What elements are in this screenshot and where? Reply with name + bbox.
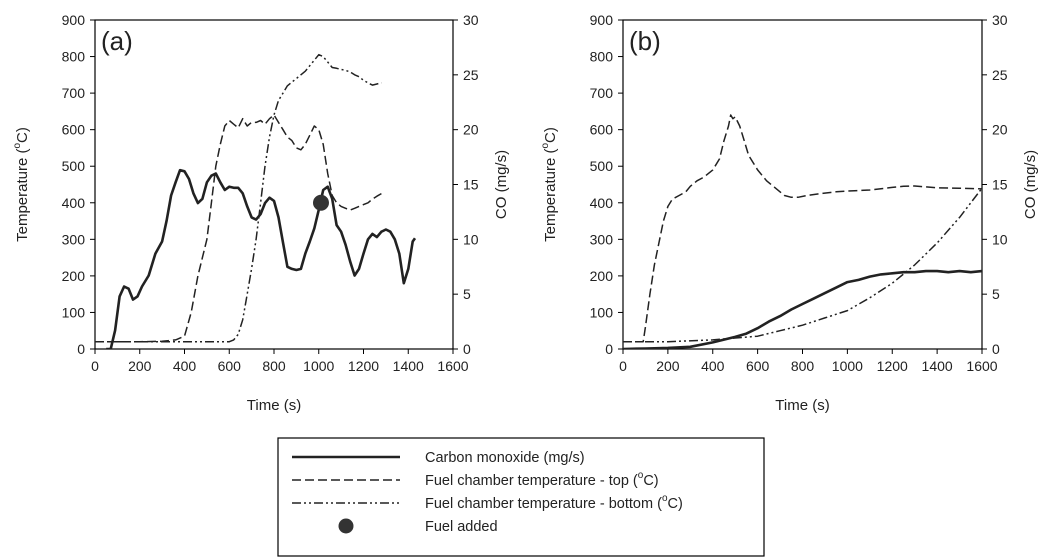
y-tick-label: 700 [590,85,614,101]
y-tick-label: 800 [62,49,86,65]
y-tick-label: 900 [590,12,614,28]
y2-tick-label: 30 [463,12,479,28]
y2-tick-label: 10 [992,231,1008,247]
y-tick-label: 600 [62,122,86,138]
chart-panel-b: 0 200 400 600 800 1000 1200 1400 160001002003004… [540,12,1039,414]
y2-tick-label: 5 [992,286,1000,302]
y-axis-label-end: C) [14,127,31,143]
y-axis-label-sup: o [540,143,551,149]
x-tick-label: 1000 [832,358,863,374]
legend-label: Fuel chamber temperature - top (oC) [425,470,659,489]
x-tick-label: 800 [262,358,286,374]
y2-tick-label: 25 [463,67,479,83]
x-tick-label: 1000 [303,358,334,374]
y2-tick-label: 15 [463,177,479,193]
y-axis-label-end: C) [542,127,559,143]
y-tick-label: 500 [590,158,614,174]
x-tick-label: 200 [128,358,152,374]
legend-label-main: Fuel chamber temperature - top ( [425,473,638,489]
x-tick-label: 800 [791,358,815,374]
legend: Carbon monoxide (mg/s) Fuel chamber tempe… [277,437,765,557]
y-tick-label: 800 [590,49,614,65]
y-axis-label-main: Temperature ( [14,149,31,242]
x-tick-label: 1600 [437,358,468,374]
x-tick-label: 400 [701,358,725,374]
y2-axis-label: CO (mg/s) [493,150,510,219]
y-tick-label: 200 [590,268,614,284]
x-tick-label: 1200 [877,358,908,374]
y-tick-label: 200 [62,268,86,284]
y-axis-label-sup: o [12,143,23,149]
legend-label: Fuel added [425,519,498,535]
y-tick-label: 400 [62,195,86,211]
plot-frame [622,19,983,350]
x-tick-label: 400 [173,358,197,374]
y2-tick-label: 15 [992,177,1008,193]
panel-label: (b) [629,26,661,56]
plot-frame [94,19,454,350]
y-tick-label: 600 [590,122,614,138]
y-tick-label: 500 [62,158,86,174]
top-temp-line [95,114,382,343]
y-tick-label: 300 [62,231,86,247]
x-tick-label: 1200 [348,358,379,374]
x-tick-label: 1400 [922,358,953,374]
y2-tick-label: 25 [992,67,1008,83]
bottom-temp-line [95,53,382,343]
legend-label-main: Fuel added [425,519,498,535]
legend-label: Fuel chamber temperature - bottom (oC) [425,493,683,512]
legend-swatch-marker [338,518,354,534]
x-axis-label: Time (s) [775,397,829,414]
y-axis-label-main: Temperature ( [542,149,559,242]
legend-label-sup: o [638,470,644,481]
y-tick-label: 100 [62,304,86,320]
y-tick-label: 100 [590,304,614,320]
legend-label: Carbon monoxide (mg/s) [425,450,585,466]
panel-label: (a) [101,26,133,56]
chart-panel-a: 0 200 400 600 800 1000 1200 1400 160001002003004… [12,12,510,414]
x-tick-label: 1600 [966,358,997,374]
x-tick-label: 1400 [393,358,424,374]
y2-tick-label: 10 [463,231,479,247]
x-tick-label: 200 [656,358,680,374]
top-temp-line [623,114,982,343]
legend-label-main: Carbon monoxide (mg/s) [425,450,585,466]
legend-label-main: Fuel chamber temperature - bottom ( [425,496,662,512]
y-tick-label: 700 [62,85,86,101]
y2-tick-label: 20 [463,122,479,138]
co-line [623,269,982,349]
legend-label-end: C) [668,496,683,512]
y-tick-label: 300 [590,231,614,247]
fuel-added-marker [312,194,329,211]
y-tick-label: 400 [590,195,614,211]
x-tick-label: 600 [746,358,770,374]
y2-tick-label: 0 [992,341,1000,357]
x-axis-label: Time (s) [247,397,301,414]
y2-tick-label: 5 [463,286,471,302]
x-tick-label: 600 [218,358,242,374]
co-line [106,168,417,349]
x-tick-label: 0 [91,358,99,374]
y-tick-label: 0 [77,341,85,357]
x-tick-label: 0 [619,358,627,374]
y-tick-label: 900 [62,12,86,28]
y-tick-label: 0 [605,341,613,357]
y2-tick-label: 30 [992,12,1008,28]
bottom-temp-line [623,187,982,343]
y2-tick-label: 20 [992,122,1008,138]
y2-axis-label: CO (mg/s) [1022,150,1039,219]
y2-tick-label: 0 [463,341,471,357]
legend-label-sup: o [662,493,668,504]
y-axis-label: Temperature (oC) [540,127,559,242]
y-axis-label: Temperature (oC) [12,127,31,242]
legend-label-end: C) [643,473,658,489]
